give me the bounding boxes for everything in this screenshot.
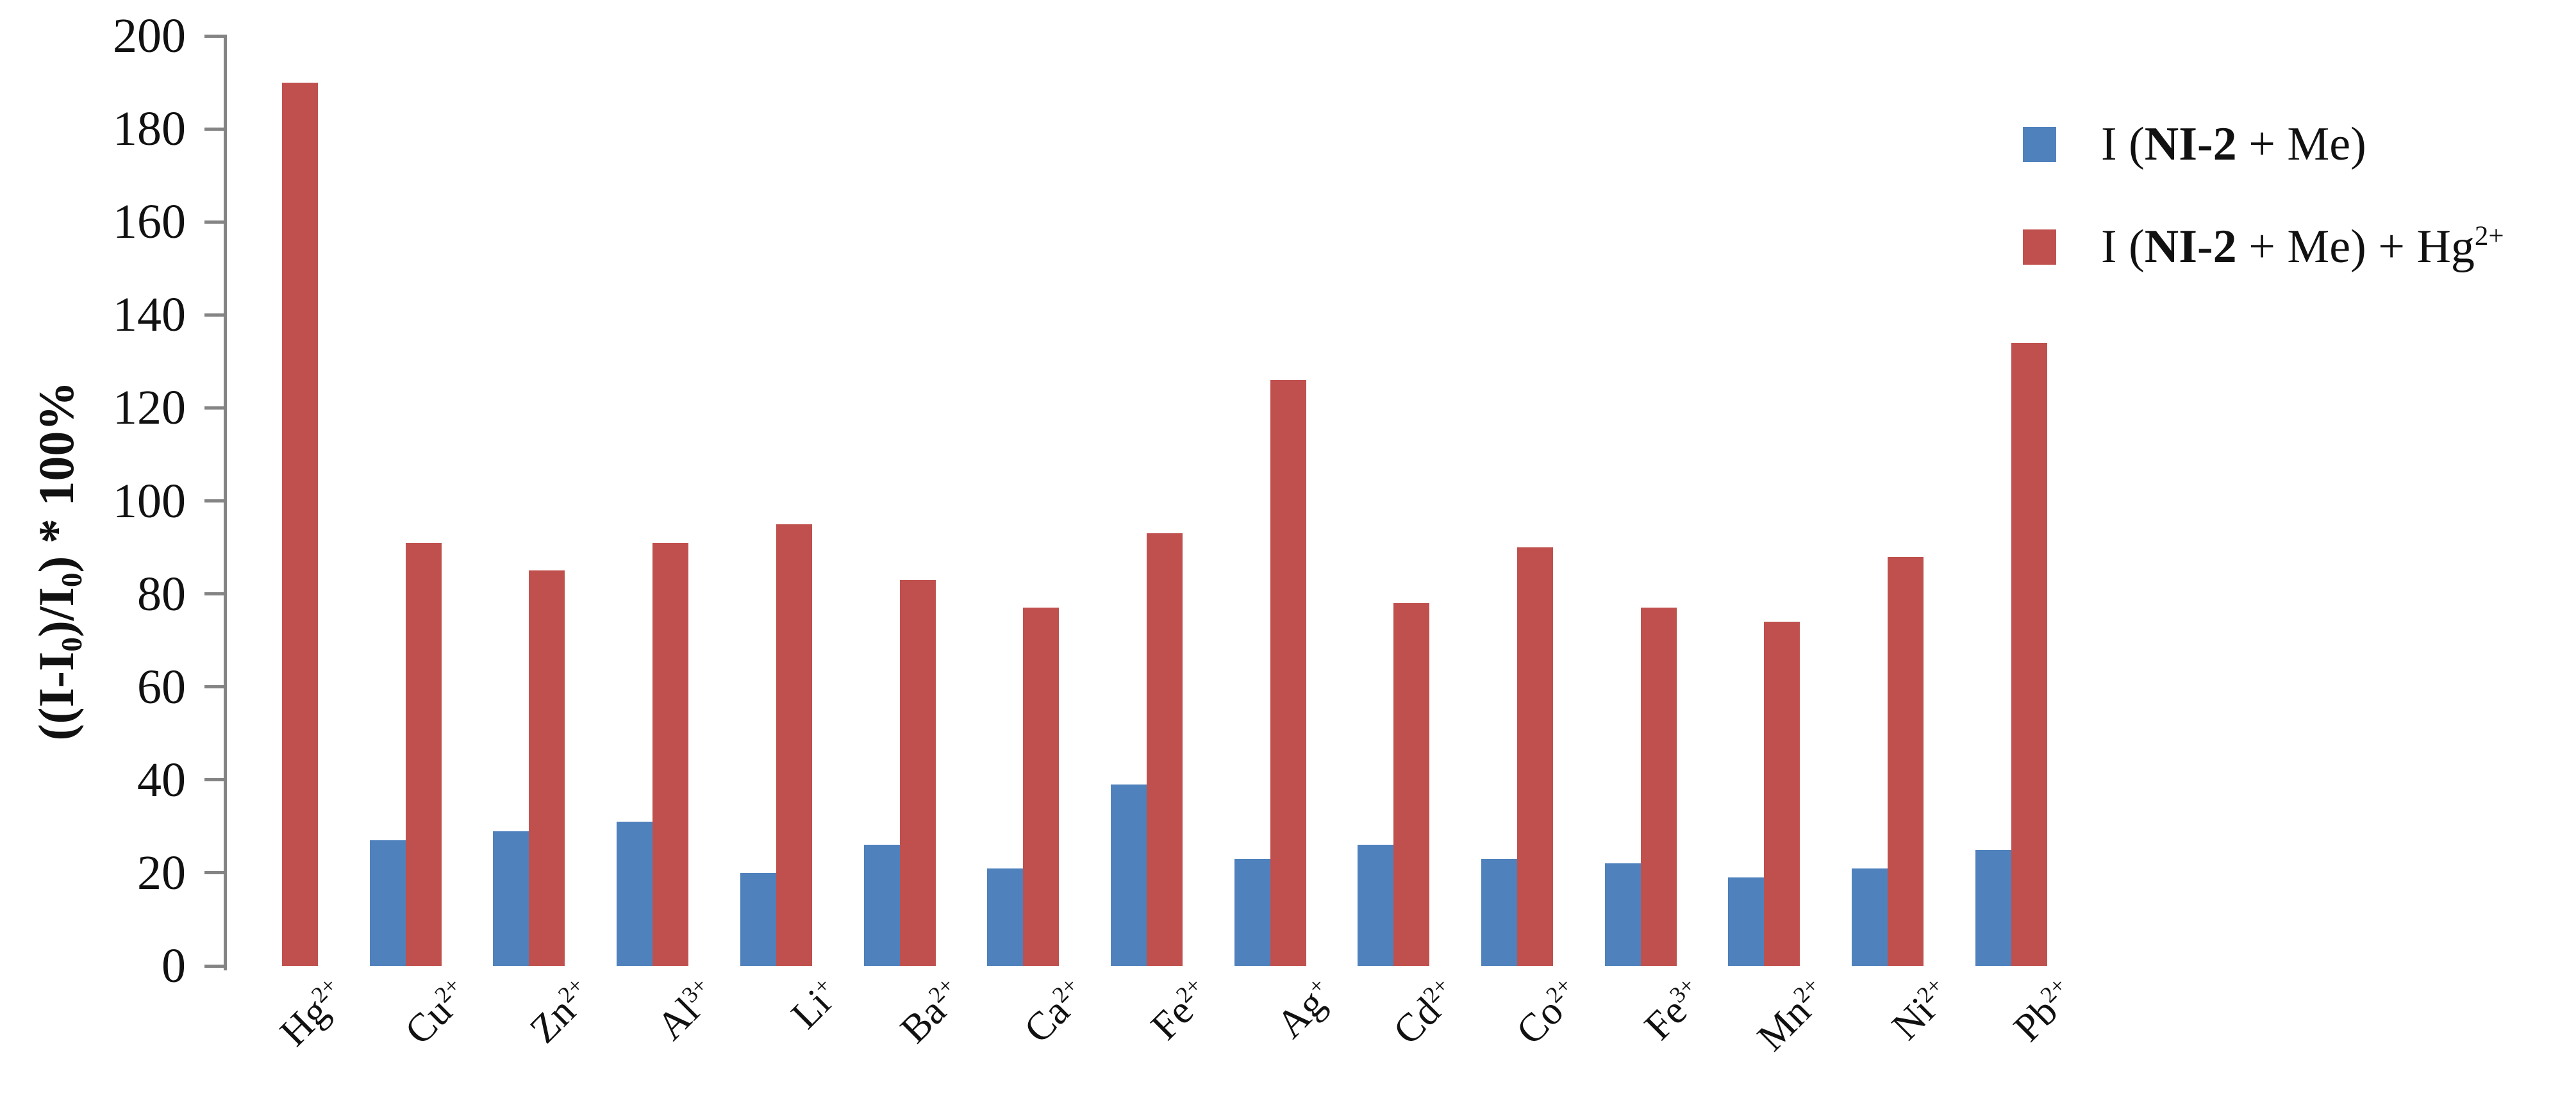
bar-red-Ag+ bbox=[1270, 379, 1306, 966]
bar-red-Cd2+ bbox=[1393, 603, 1430, 966]
bar-blue-Cd2+ bbox=[1358, 845, 1394, 966]
text-segment: + Me) + Hg bbox=[2236, 220, 2475, 273]
y-tick-mark bbox=[204, 127, 224, 131]
text-segment: NI-2 bbox=[2144, 220, 2237, 273]
y-tick-label: 180 bbox=[113, 102, 186, 156]
legend-label: I (NI-2 + Me) bbox=[2101, 117, 2366, 172]
x-category-label-Co2+: Co2+ bbox=[1508, 972, 1593, 1057]
bar-blue-Co2+ bbox=[1481, 859, 1517, 966]
bar-blue-Zn2+ bbox=[493, 831, 529, 966]
y-tick-mark bbox=[204, 34, 224, 38]
y-tick-mark bbox=[204, 220, 224, 224]
bar-red-Ca2+ bbox=[1023, 608, 1059, 966]
bar-blue-Cu2+ bbox=[369, 840, 406, 966]
x-category-label-Pb2+: Pb2+ bbox=[2005, 972, 2088, 1054]
bar-blue-Fe3+ bbox=[1604, 863, 1641, 966]
y-tick-label: 100 bbox=[113, 474, 186, 528]
y-tick-label: 0 bbox=[162, 939, 186, 993]
y-tick-mark bbox=[204, 685, 224, 689]
bar-red-Li+ bbox=[776, 524, 812, 966]
y-tick-mark bbox=[204, 406, 224, 410]
legend-item-red: I (NI-2 + Me) + Hg2+ bbox=[2023, 218, 2504, 276]
y-tick-label: 120 bbox=[113, 381, 186, 435]
x-category-label-Fe2+: Fe2+ bbox=[1142, 972, 1223, 1052]
x-category-label-Ca2+: Ca2+ bbox=[1015, 972, 1099, 1056]
text-segment: 2+ bbox=[2474, 220, 2504, 251]
y-tick-label: 160 bbox=[113, 195, 186, 249]
y-tick-label: 200 bbox=[113, 9, 186, 63]
bar-blue-Mn2+ bbox=[1728, 877, 1765, 966]
x-category-label-Ba2+: Ba2+ bbox=[892, 972, 976, 1056]
bar-red-Pb2+ bbox=[2011, 342, 2047, 966]
bar-red-Ba2+ bbox=[899, 579, 936, 966]
bar-red-Ni2+ bbox=[1888, 556, 1924, 966]
y-tick-mark bbox=[204, 499, 224, 502]
text-segment: + Me) bbox=[2236, 117, 2366, 170]
text-segment: I ( bbox=[2101, 220, 2145, 273]
legend-swatch bbox=[2023, 126, 2056, 162]
x-category-label-Hg2+: Hg2+ bbox=[271, 972, 358, 1059]
y-tick-mark bbox=[204, 871, 224, 875]
bar-red-Hg2+ bbox=[282, 82, 318, 966]
bar-red-Fe3+ bbox=[1640, 608, 1677, 966]
bar-blue-Fe2+ bbox=[1110, 785, 1147, 966]
y-tick-mark bbox=[204, 592, 224, 596]
x-category-label-Mn2+: Mn2+ bbox=[1749, 972, 1840, 1063]
bar-red-Al3+ bbox=[652, 542, 689, 966]
x-category-label-Cu2+: Cu2+ bbox=[396, 972, 481, 1057]
x-category-label-Fe3+: Fe3+ bbox=[1636, 972, 1717, 1052]
bar-red-Zn2+ bbox=[529, 570, 565, 966]
bar-red-Mn2+ bbox=[1764, 622, 1800, 966]
bar-red-Fe2+ bbox=[1146, 533, 1183, 966]
bar-blue-Ni2+ bbox=[1852, 868, 1888, 966]
y-tick-mark bbox=[204, 313, 224, 317]
text-segment: I ( bbox=[2101, 117, 2145, 170]
y-axis-line bbox=[224, 35, 227, 970]
legend-label: I (NI-2 + Me) + Hg2+ bbox=[2101, 220, 2504, 274]
bar-blue-Ba2+ bbox=[863, 845, 900, 966]
y-tick-label: 80 bbox=[137, 567, 186, 621]
x-category-label-Zn2+: Zn2+ bbox=[522, 972, 606, 1056]
bar-blue-Pb2+ bbox=[1975, 849, 2011, 966]
text-segment: NI-2 bbox=[2144, 117, 2237, 170]
legend-swatch bbox=[2023, 229, 2056, 265]
bar-red-Cu2+ bbox=[405, 542, 442, 966]
x-category-label-Cd2+: Cd2+ bbox=[1384, 972, 1470, 1057]
bar-blue-Ag+ bbox=[1234, 859, 1270, 966]
bar-blue-Li+ bbox=[740, 872, 776, 966]
y-tick-mark bbox=[204, 778, 224, 782]
y-tick-label: 140 bbox=[113, 288, 186, 342]
y-tick-label: 40 bbox=[137, 752, 186, 807]
bar-blue-Al3+ bbox=[617, 822, 653, 966]
x-category-label-Ag+: Ag+ bbox=[1268, 972, 1347, 1050]
y-tick-label: 60 bbox=[137, 660, 186, 714]
x-category-label-Al3+: Al3+ bbox=[648, 972, 729, 1052]
text-segment: 0 bbox=[55, 637, 88, 652]
x-category-label-Li+: Li+ bbox=[783, 972, 852, 1041]
y-tick-label: 20 bbox=[137, 845, 186, 900]
x-category-label-Ni2+: Ni2+ bbox=[1883, 972, 1964, 1052]
legend-item-blue: I (NI-2 + Me) bbox=[2023, 115, 2366, 173]
bar-blue-Ca2+ bbox=[987, 868, 1024, 966]
y-tick-mark bbox=[204, 964, 224, 968]
bar-red-Co2+ bbox=[1517, 547, 1553, 966]
